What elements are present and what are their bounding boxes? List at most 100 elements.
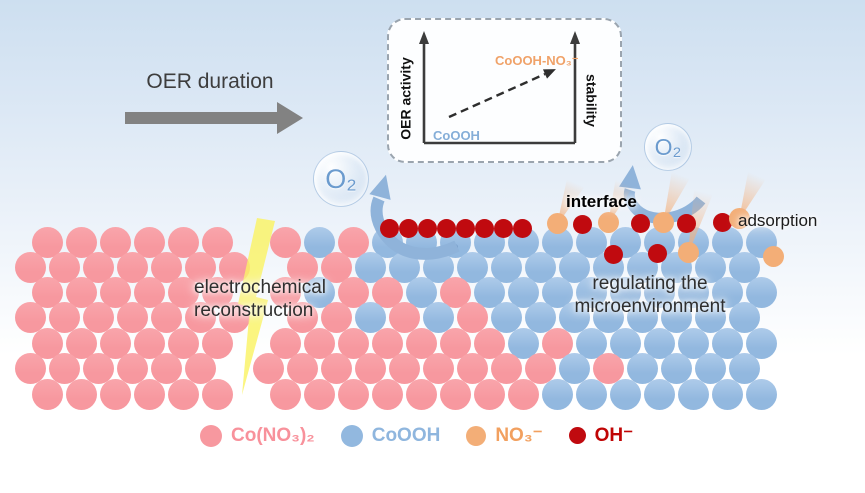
lattice-circle-coooh [643, 378, 675, 410]
lattice-circle-co-no3 [167, 378, 199, 410]
lattice-circle-coooh [575, 378, 607, 410]
lattice-circle-co-no3 [388, 352, 420, 384]
lattice-circle-co-no3 [116, 301, 148, 333]
oer-duration-label: OER duration [146, 70, 274, 93]
coooh-no3-point-label: CoOOH-NO₃⁻ [495, 53, 579, 68]
lattice-circle-co-no3 [422, 352, 454, 384]
lattice-circle-coooh [660, 352, 692, 384]
arrow-shaft [125, 112, 277, 124]
lattice-circle-coooh [541, 378, 573, 410]
legend-label-coooh: CoOOH [371, 424, 441, 446]
lattice-circle-co-no3 [14, 301, 46, 333]
o2-label: O₂ [325, 163, 357, 194]
lattice-circle-coooh [745, 378, 777, 410]
no3-ion [762, 245, 784, 267]
legend-item-oh: OH⁻ [568, 424, 634, 447]
legend-item-coooh: CoOOH [340, 424, 441, 447]
regulating-line2: microenvironment [574, 296, 726, 317]
no3-ion [546, 212, 568, 234]
oh-ion [572, 214, 592, 234]
lattice-circle-co-no3 [388, 301, 420, 333]
lattice-circle-co-no3 [184, 352, 216, 384]
lattice-circle-co-no3 [354, 352, 386, 384]
lattice-circle-co-no3 [82, 352, 114, 384]
lattice-circle-co-no3 [405, 378, 437, 410]
lattice-circle-coooh [728, 301, 760, 333]
electrochemical-line1: electrochemical [194, 277, 326, 298]
lattice-circle-co-no3 [150, 301, 182, 333]
trend-axes [419, 31, 580, 145]
lattice-circle-co-no3 [252, 352, 284, 384]
lattice-circle-coooh [626, 301, 658, 333]
regulating-microenvironment-label: regulating the microenvironment [558, 272, 742, 318]
lattice-circle-co-no3 [116, 352, 148, 384]
axis-left-arrowhead [419, 31, 429, 44]
legend-swatch-oh [568, 427, 586, 444]
lattice-circle-co-no3 [439, 378, 471, 410]
lattice-circle-coooh [677, 378, 709, 410]
lattice-circle-coooh [558, 352, 590, 384]
o2-release-arrow-right [623, 188, 706, 224]
lattice-circle-co-no3 [456, 352, 488, 384]
lattice-circle-coooh [728, 352, 760, 384]
oh-ion [493, 218, 513, 238]
lattice-circle-coooh [422, 301, 454, 333]
lattice-circle-co-no3 [507, 378, 539, 410]
lattice-circle-co-no3 [286, 301, 318, 333]
lattice-circle-co-no3 [184, 301, 216, 333]
oh-ion [455, 218, 475, 238]
oh-ion [512, 218, 532, 238]
adsorption-label: adsorption [738, 211, 818, 230]
lattice-circle-co-no3 [371, 378, 403, 410]
oh-ion [676, 213, 696, 233]
oh-ion [436, 218, 456, 238]
axis-right-arrowhead [570, 31, 580, 44]
no3-ion [728, 207, 750, 229]
arrow-head [277, 102, 303, 134]
no3-ion [677, 241, 699, 263]
lattice-circle-co-no3 [31, 378, 63, 410]
lattice-circle-co-no3 [201, 378, 233, 410]
lattice-circle-co-no3 [14, 352, 46, 384]
oh-ion [603, 244, 623, 264]
lattice-circle-coooh [626, 352, 658, 384]
no3-ion [652, 211, 674, 233]
lattice-circle-co-no3 [490, 352, 522, 384]
o2-bubble-right: O₂ [644, 123, 692, 171]
legend-swatch-no3 [466, 425, 487, 446]
lattice-circle-co-no3 [303, 378, 335, 410]
oh-ion [630, 213, 650, 233]
lattice-circle-coooh [660, 301, 692, 333]
oh-ion [417, 218, 437, 238]
lattice-circle-co-no3 [269, 378, 301, 410]
interface-label: interface [566, 192, 637, 211]
lattice-circle-co-no3 [320, 352, 352, 384]
lattice-circle-co-no3 [456, 301, 488, 333]
electrochemical-reconstruction-label: electrochemical reconstruction [194, 276, 326, 322]
no3-ion [597, 211, 619, 233]
legend-label-oh: OH⁻ [594, 425, 634, 446]
o2-bubble-left: O₂ [313, 151, 369, 207]
trend-inset-panel: OER activity stability CoOOH CoOOH-NO₃⁻ [387, 18, 622, 163]
oh-ion [398, 218, 418, 238]
trend-arrowhead [542, 69, 556, 79]
lattice-circle-coooh [354, 301, 386, 333]
legend-label-co-no3: Co(NO₃)₂ [231, 424, 315, 446]
oer-activity-axis-label: OER activity [397, 57, 414, 140]
lattice-circle-coooh [490, 301, 522, 333]
lattice-circle-co-no3 [592, 352, 624, 384]
oh-ion [647, 243, 667, 263]
lattice-circle-co-no3 [218, 301, 250, 333]
lattice-circle-coooh [694, 301, 726, 333]
lattice-circle-co-no3 [320, 301, 352, 333]
lattice-circle-co-no3 [133, 378, 165, 410]
lattice-circle-coooh [694, 352, 726, 384]
lattice-circle-co-no3 [337, 378, 369, 410]
o2-label: O₂ [654, 133, 682, 160]
lattice-circle-co-no3 [99, 378, 131, 410]
lattice-circle-coooh [711, 378, 743, 410]
lattice-circle-co-no3 [48, 352, 80, 384]
o2-release-arrowhead-left [369, 174, 391, 200]
